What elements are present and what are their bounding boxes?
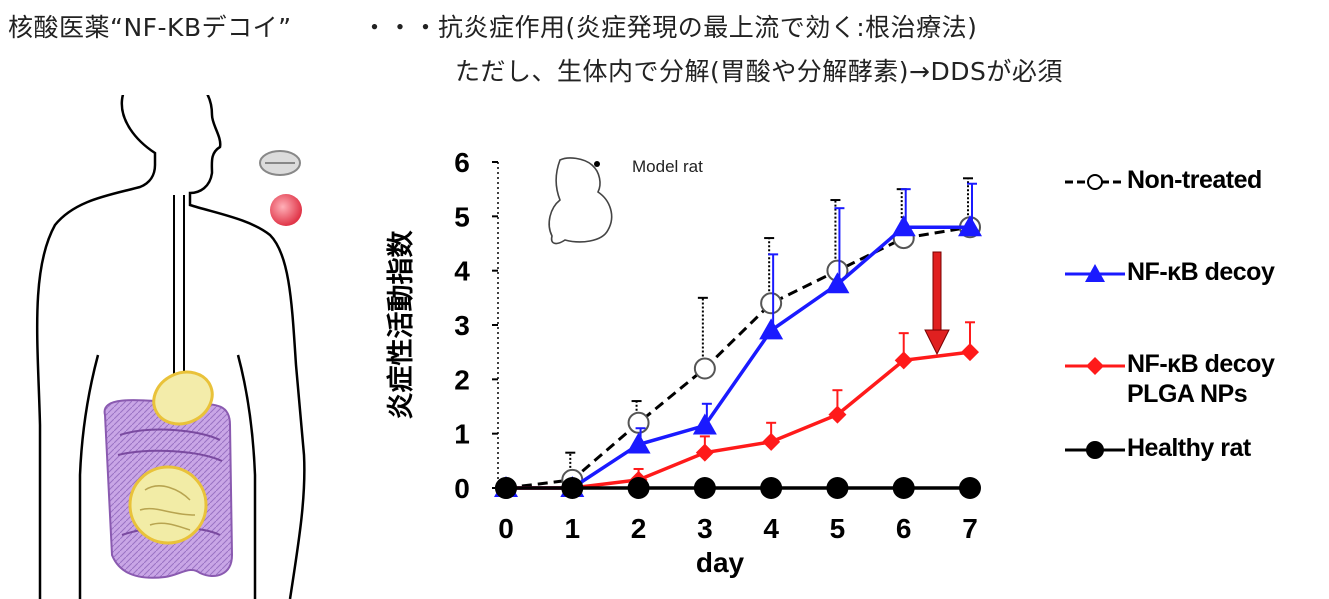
small-intestine (128, 465, 208, 545)
header-line-1: 抗炎症作用(炎症発現の最上流で効く:根治療法) (438, 13, 978, 42)
inflammation-chart: 0 1 2 3 4 5 6 0 1 2 3 4 5 6 7 day 炎症性活動指数 Model rat (386, 147, 982, 578)
data-point (959, 477, 981, 499)
highlight-arrow (924, 251, 950, 356)
y-tick-label: 6 (454, 147, 470, 178)
data-point (828, 405, 847, 424)
data-point (495, 477, 517, 499)
legend-marker-healthy (1065, 441, 1125, 459)
legend-marker-non-treated (1065, 174, 1125, 190)
model-rat-inset: Model rat (548, 157, 703, 245)
data-point (958, 215, 982, 237)
legend-marker-decoy (1065, 264, 1125, 282)
data-point (626, 432, 651, 454)
y-tick-label: 5 (454, 201, 470, 232)
data-point (762, 432, 781, 451)
body-outline (35, 95, 306, 599)
legend-label-decoy: NF-κB decoy (1127, 258, 1275, 286)
data-point (961, 343, 979, 362)
inset-label: Model rat (632, 157, 703, 176)
legend-plga: NF-κB decoy PLGA NPs (1063, 349, 1329, 413)
data-point (892, 477, 915, 499)
legend-label-plga-2: PLGA NPs (1127, 380, 1248, 408)
x-tick-label: 3 (697, 513, 713, 544)
data-point (627, 477, 650, 499)
data-point (695, 443, 714, 462)
data-point (693, 357, 716, 380)
data-point (692, 413, 717, 435)
stomach (152, 370, 214, 426)
data-point (759, 318, 784, 340)
legend-label-healthy: Healthy rat (1127, 434, 1251, 462)
data-point (627, 411, 650, 434)
legend-decoy: NF-κB decoy (1063, 257, 1329, 291)
chart-axes: 0 1 2 3 4 5 6 0 1 2 3 4 5 6 7 day 炎症性活動指数 (386, 147, 978, 578)
x-tick-label: 7 (962, 513, 978, 544)
series-line (505, 225, 971, 490)
x-tick-label: 6 (896, 513, 912, 544)
rat-icon (548, 157, 613, 245)
y-tick-label: 0 (454, 473, 470, 504)
data-point (693, 477, 716, 499)
esophagus (173, 195, 185, 375)
x-tick-label: 4 (763, 513, 779, 544)
legend-marker-plga (1065, 357, 1125, 375)
y-tick-label: 4 (454, 256, 470, 287)
data-point (760, 292, 783, 315)
series-healthy-rat (495, 477, 981, 499)
red-pill-icon (270, 194, 302, 226)
data-point (561, 477, 584, 499)
header-title: 核酸医薬“NF-KBデコイ” (8, 13, 292, 42)
y-tick-label: 3 (454, 310, 470, 341)
y-axis-label: 炎症性活動指数 (386, 230, 417, 420)
data-point (894, 351, 913, 370)
y-tick-label: 2 (454, 364, 470, 395)
legend-non-treated: Non-treated (1063, 165, 1329, 199)
series-line (506, 350, 971, 490)
y-tick-label: 1 (454, 419, 470, 450)
header-ellipsis: ・・・ (362, 13, 439, 42)
data-point (891, 215, 916, 237)
x-tick-label: 0 (498, 513, 514, 544)
series-line (506, 225, 970, 490)
x-tick-label: 2 (631, 513, 647, 544)
legend-healthy: Healthy rat (1063, 433, 1329, 467)
x-tick-label: 1 (564, 513, 580, 544)
chart-series (494, 177, 982, 499)
data-point (825, 272, 850, 294)
human-body-illustration (35, 95, 306, 599)
legend-label-plga-1: NF-κB decoy (1127, 350, 1275, 378)
header-line-2: ただし、生体内で分解(胃酸や分解酵素)→DDSが必須 (455, 57, 1063, 86)
x-tick-label: 5 (830, 513, 846, 544)
series-nf-b-decoy (494, 182, 982, 497)
data-point (760, 477, 783, 499)
legend-label-non-treated: Non-treated (1127, 166, 1262, 194)
x-axis-label: day (696, 547, 745, 578)
data-point (826, 477, 849, 499)
